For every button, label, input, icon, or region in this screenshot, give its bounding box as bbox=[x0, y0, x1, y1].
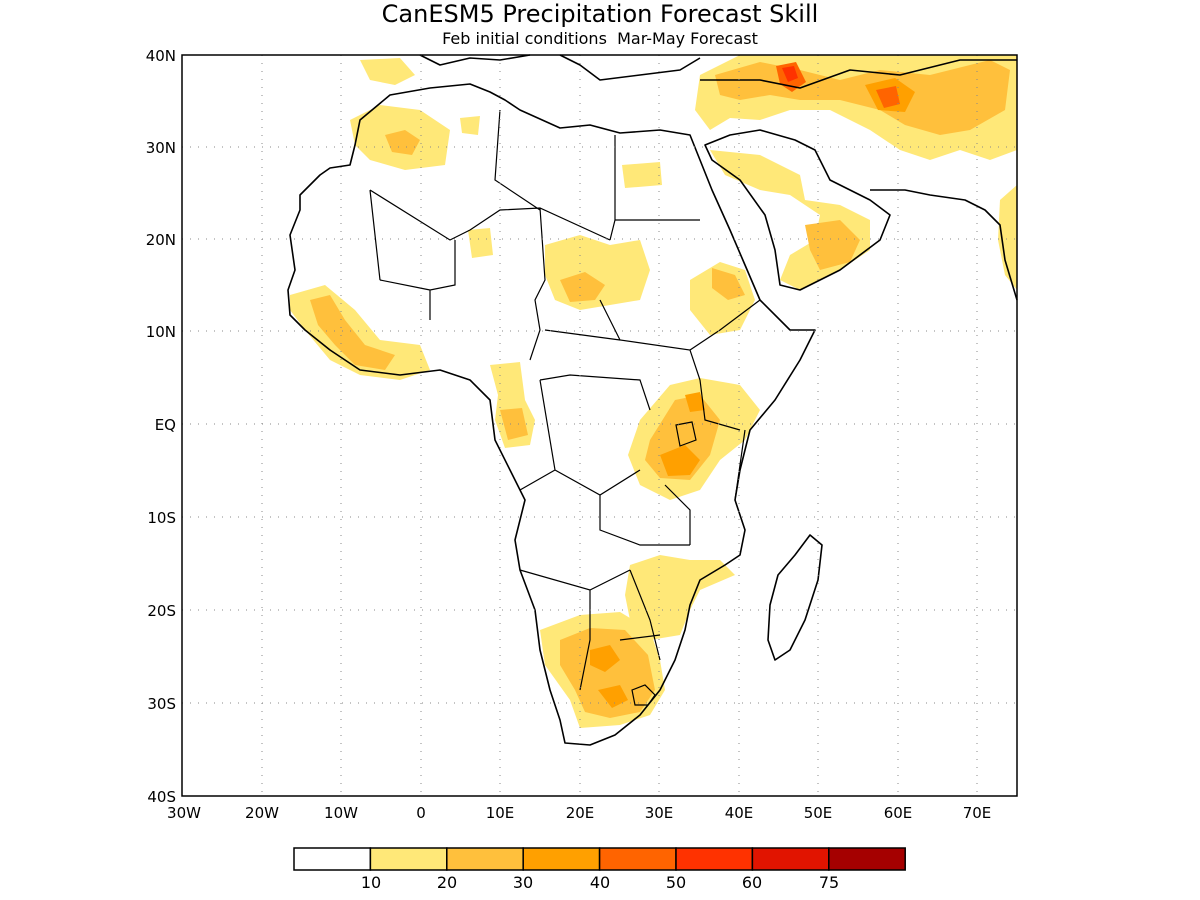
colorbar-labels: 10 20 30 40 50 60 75 bbox=[361, 873, 839, 892]
lat-tick-label: 40S bbox=[147, 788, 176, 806]
skill-region-ethiopia-mid bbox=[712, 268, 745, 300]
colorbar-swatch bbox=[828, 847, 906, 871]
skill-region-west-africa-mid bbox=[310, 295, 395, 370]
colorbar-boxes bbox=[293, 847, 906, 871]
colorbar-swatch bbox=[369, 847, 448, 871]
lat-tick-label: 30N bbox=[146, 139, 176, 157]
colorbar-swatch bbox=[293, 847, 372, 871]
lon-tick-label: 50E bbox=[804, 804, 833, 822]
lon-tick-label: 40E bbox=[725, 804, 754, 822]
skill-region-sahel-east-mid bbox=[560, 272, 605, 302]
colorbar: 10 20 30 40 50 60 75 bbox=[293, 847, 906, 892]
lat-tick-label: 10N bbox=[146, 323, 176, 341]
coastlines bbox=[287, 54, 1018, 746]
skill-region-gabon-mid bbox=[500, 408, 528, 440]
lat-tick-label: 10S bbox=[147, 509, 176, 527]
colorbar-label: 10 bbox=[361, 873, 381, 892]
skill-region-southern-africa-high bbox=[590, 645, 628, 708]
lat-tick-label: 40N bbox=[146, 47, 176, 65]
skill-region-southern-africa-mid bbox=[560, 628, 655, 718]
border-lines bbox=[369, 109, 761, 691]
lesotho-border bbox=[631, 684, 656, 706]
lon-tick-label: 30W bbox=[167, 804, 201, 822]
europe-coastline bbox=[419, 54, 1017, 89]
colorbar-swatch bbox=[598, 847, 677, 871]
lon-axis: 30W 20W 10W 0 10E 20E 30E 40E 50E 60E 70… bbox=[167, 804, 991, 822]
lat-tick-label: 30S bbox=[147, 695, 176, 713]
lat-axis: 40N 30N 20N 10N EQ 10S 20S 30S 40S bbox=[146, 47, 176, 806]
skill-region-iran-top bbox=[782, 66, 798, 82]
lat-tick-label: 20N bbox=[146, 231, 176, 249]
map-subtitle: Feb initial conditions Mar-May Forecast bbox=[442, 29, 758, 48]
lon-tick-label: 10W bbox=[324, 804, 358, 822]
skill-region-ethiopia bbox=[690, 262, 755, 335]
colorbar-label: 40 bbox=[590, 873, 610, 892]
lon-tick-label: 70E bbox=[963, 804, 992, 822]
asia-coastline bbox=[870, 189, 1018, 301]
colorbar-label: 75 bbox=[819, 873, 839, 892]
skill-region-sahel-east bbox=[545, 235, 650, 310]
skill-region-arabia-mid bbox=[805, 220, 860, 270]
map-border bbox=[181, 54, 1018, 797]
colorbar-label: 50 bbox=[666, 873, 686, 892]
lon-tick-label: 0 bbox=[416, 804, 426, 822]
skill-region-india bbox=[998, 185, 1017, 290]
skill-region-maghreb-mid bbox=[385, 130, 420, 155]
skill-region-east-africa-high bbox=[660, 392, 705, 476]
skill-region-iran-peak bbox=[776, 62, 900, 108]
lon-tick-label: 20W bbox=[245, 804, 279, 822]
map-title: CanESM5 Precipitation Forecast Skill bbox=[382, 0, 819, 28]
colorbar-swatch bbox=[751, 847, 830, 871]
skill-region-libya-coast bbox=[360, 58, 480, 135]
africa-coastline bbox=[287, 83, 816, 746]
map-plot-area bbox=[181, 54, 1018, 797]
lon-tick-label: 10E bbox=[486, 804, 515, 822]
lon-tick-label: 60E bbox=[884, 804, 913, 822]
lon-tick-label: 30E bbox=[645, 804, 674, 822]
colorbar-label: 30 bbox=[513, 873, 533, 892]
colorbar-label: 60 bbox=[742, 873, 762, 892]
colorbar-swatch bbox=[675, 847, 754, 871]
lat-tick-label: EQ bbox=[155, 416, 176, 434]
lake-victoria bbox=[675, 421, 697, 447]
colorbar-label: 20 bbox=[437, 873, 457, 892]
skill-region-chad bbox=[468, 162, 662, 258]
country-borders bbox=[369, 109, 761, 706]
madagascar-coastline bbox=[767, 534, 823, 661]
skill-shading bbox=[290, 55, 1017, 728]
colorbar-swatch bbox=[446, 847, 524, 871]
lon-tick-label: 20E bbox=[566, 804, 595, 822]
arabia-coastline bbox=[704, 129, 891, 291]
colorbar-swatch bbox=[522, 847, 601, 871]
lat-tick-label: 20S bbox=[147, 602, 176, 620]
